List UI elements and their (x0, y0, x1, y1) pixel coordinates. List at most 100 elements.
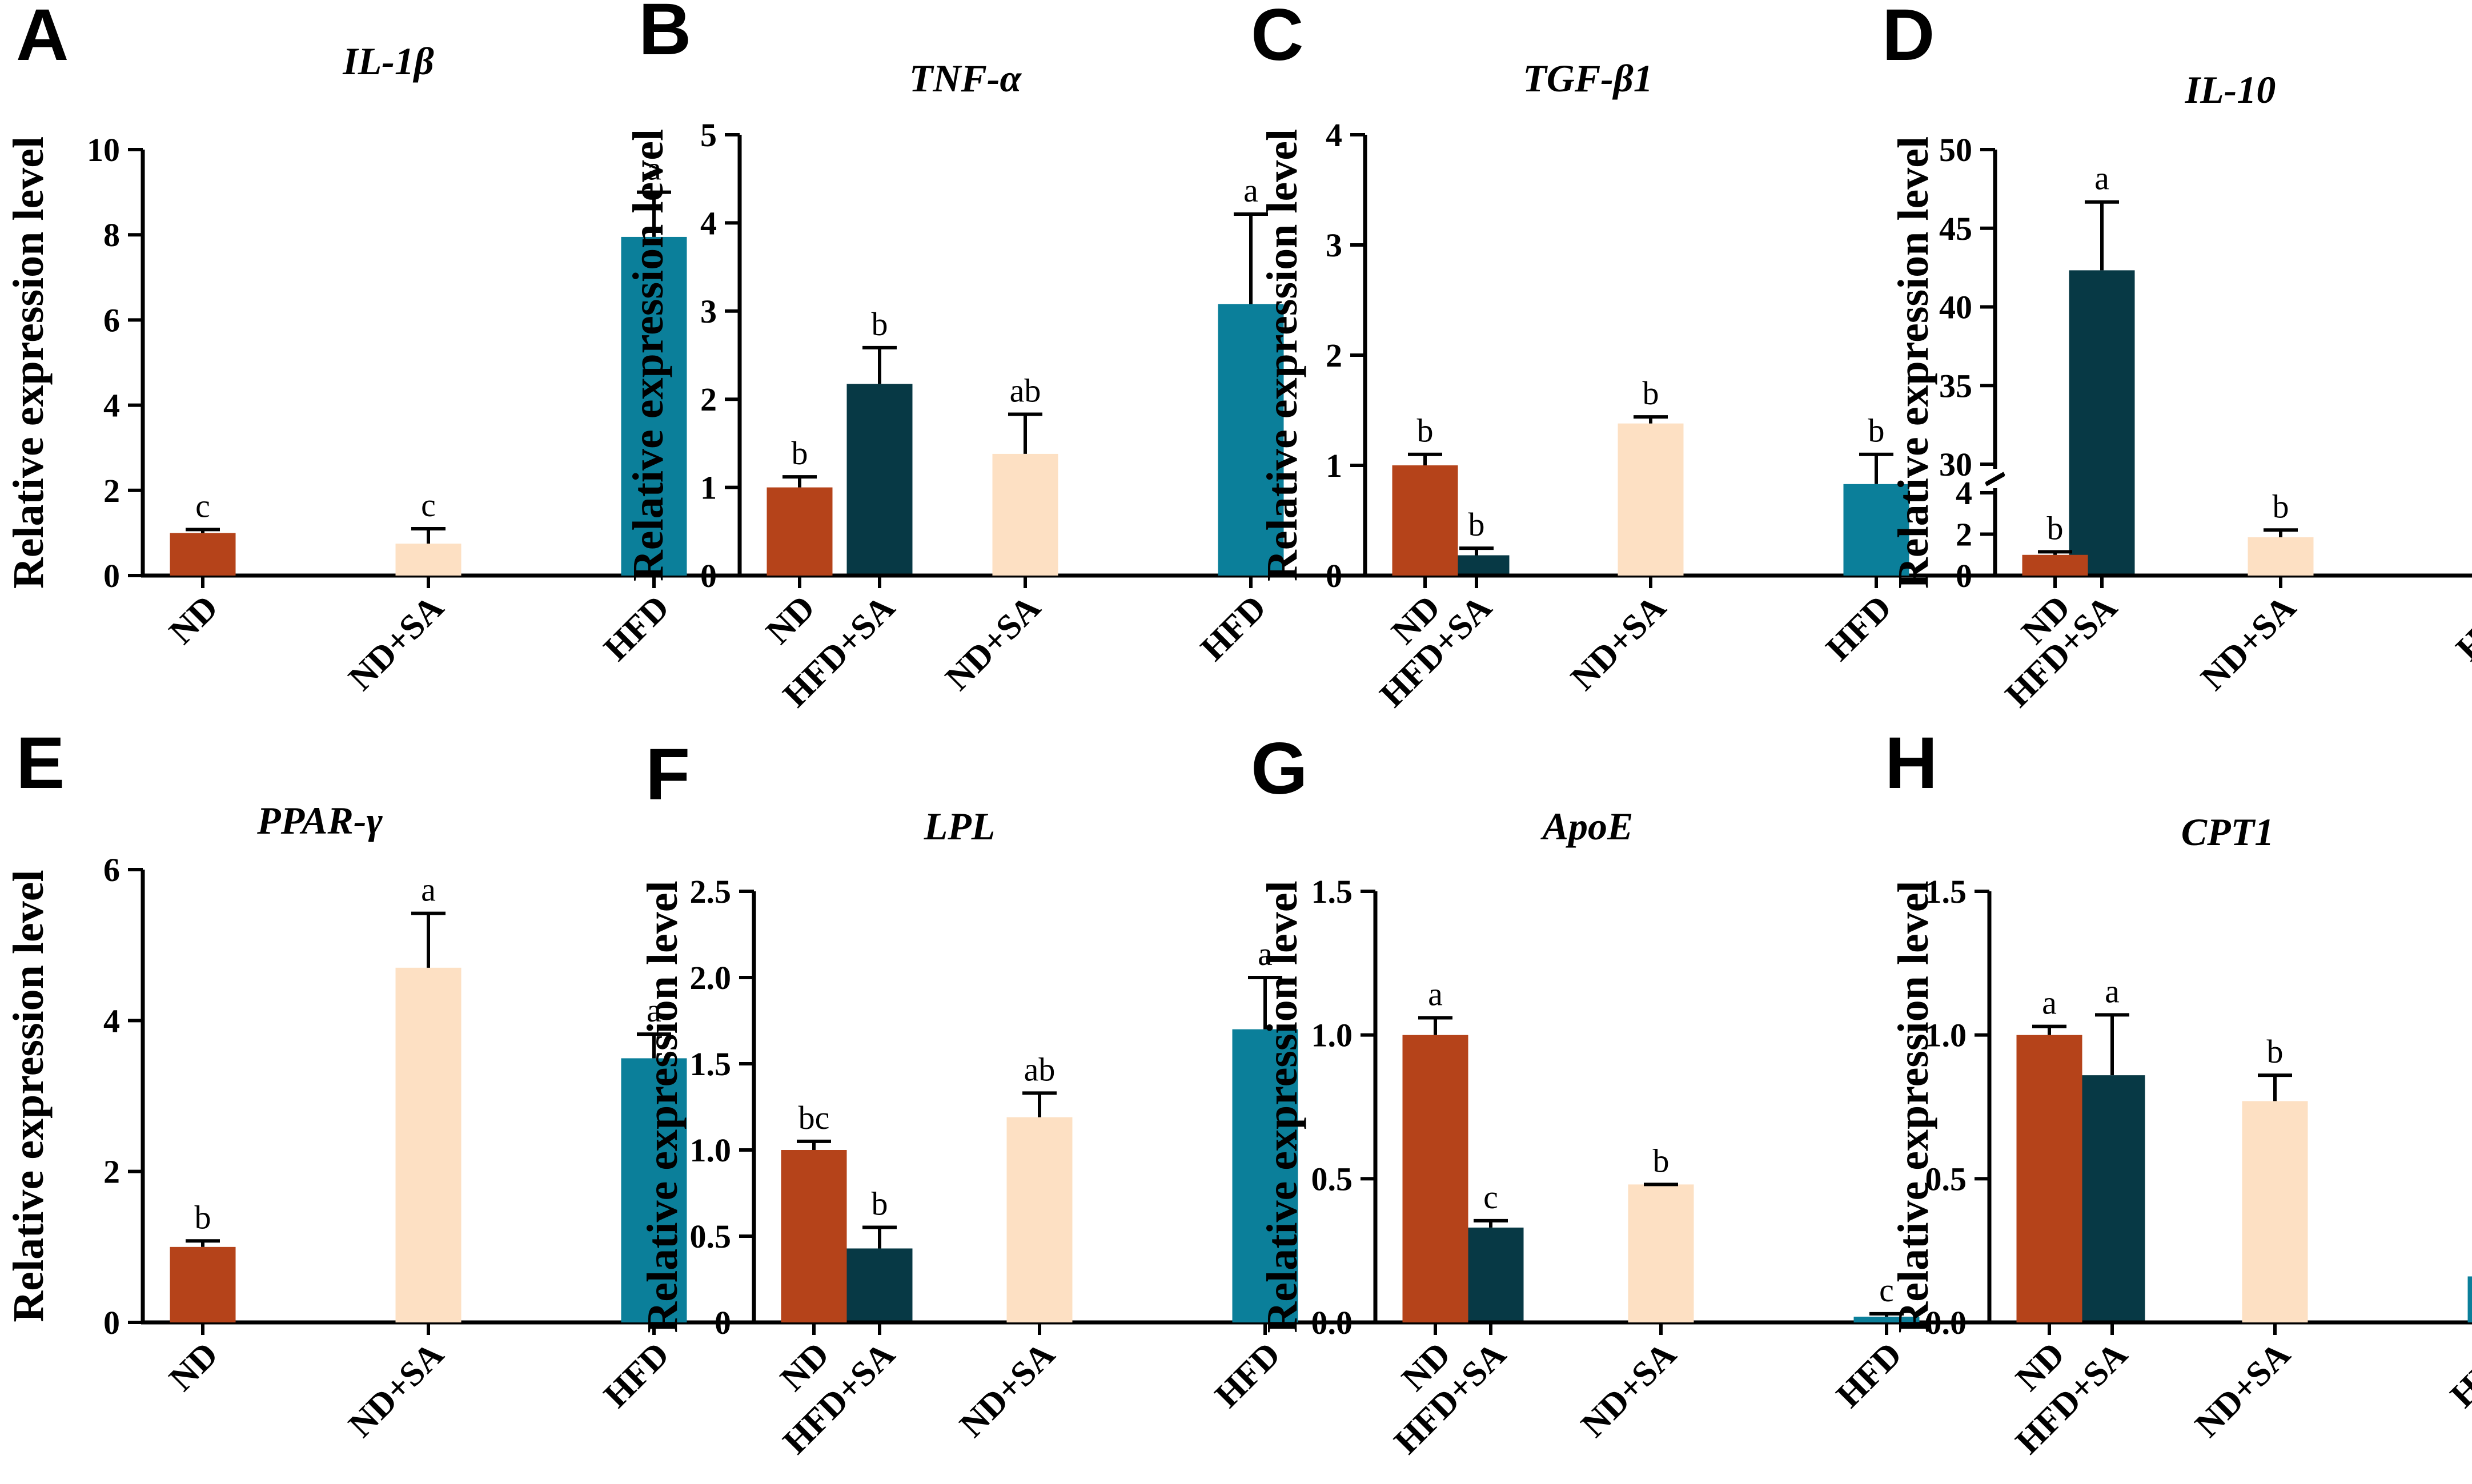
bar-HFD (621, 1058, 687, 1322)
significance-label: a (421, 871, 436, 908)
significance-label: ab (1024, 1051, 1056, 1088)
panel-letter: C (1251, 0, 1303, 76)
y-tick-label: 0 (1956, 557, 1972, 594)
significance-label: c (195, 487, 210, 524)
x-tick-label: HFD (1207, 1335, 1288, 1415)
significance-label: c (421, 486, 436, 524)
bar-HFD (1232, 1029, 1298, 1322)
y-tick-label: 6 (103, 301, 120, 339)
significance-label: a (1428, 975, 1443, 1012)
significance-label: c (1483, 1179, 1498, 1216)
significance-label: a (1258, 935, 1273, 972)
y-tick-label: 0.5 (1925, 1160, 1967, 1197)
y-tick-label: 2 (700, 381, 717, 418)
significance-label: b (1468, 506, 1485, 543)
chart-title: LPL (924, 805, 996, 848)
bar-HFD+SA (846, 384, 913, 576)
y-tick-label: 35 (1939, 367, 1972, 404)
chart-title: PPAR-γ (256, 799, 383, 842)
x-tick-label: ND+SA (2188, 1335, 2298, 1445)
y-tick-label: 2.5 (690, 873, 732, 910)
significance-label: a (2042, 984, 2057, 1021)
significance-label: bc (798, 1099, 830, 1136)
bar-ND+SA (395, 967, 462, 1322)
significance-label: b (872, 305, 888, 343)
bar-ND+SA (2248, 537, 2314, 576)
y-axis-label: Relative expression level (639, 880, 687, 1333)
x-tick-label: ND (759, 588, 822, 651)
y-tick-label: 1.5 (1311, 873, 1353, 910)
x-tick-label: HFD (1819, 588, 1899, 669)
y-tick-label: 50 (1939, 131, 1972, 168)
y-tick-label: 2 (1956, 516, 1972, 553)
y-tick-label: 3 (1326, 227, 1342, 264)
panel-letter: G (1251, 728, 1308, 810)
bar-ND+SA (1628, 1184, 1694, 1322)
x-tick-label: HFD (2443, 1335, 2472, 1415)
y-axis-label: Relative expression level (5, 136, 53, 589)
panel-letter: A (16, 0, 69, 76)
y-tick-label: 2 (103, 472, 120, 509)
y-tick-label: 1.0 (1311, 1017, 1353, 1054)
y-tick-label: 8 (103, 216, 120, 254)
y-tick-label: 0 (103, 1304, 120, 1341)
x-tick-label: ND+SA (1574, 1335, 1684, 1445)
y-tick-label: 0.5 (690, 1218, 732, 1255)
y-tick-label: 0.0 (1311, 1304, 1353, 1341)
panel-D: D IL-10 Relative expression level 0 2 430 35 40… (1882, 0, 2472, 698)
chart-title: TGF-β1 (1523, 57, 1652, 100)
y-tick-label: 2 (1326, 337, 1342, 374)
bar-ND+SA (2242, 1101, 2308, 1322)
y-axis-label: Relative expression level (1889, 880, 1937, 1333)
significance-label: b (195, 1199, 211, 1236)
y-tick-label: 4 (1326, 116, 1342, 154)
y-tick-label: 0.5 (1311, 1160, 1353, 1197)
y-tick-label: 2 (103, 1153, 120, 1191)
x-tick-label: HFD (596, 1335, 677, 1415)
bar-HFD+SA (846, 1248, 913, 1322)
y-tick-label: 1.5 (1925, 873, 1967, 910)
y-tick-label: 1.5 (690, 1045, 732, 1083)
chart-title: ApoE (1540, 805, 1634, 848)
y-tick-label: 1 (700, 469, 717, 506)
y-tick-label: 0 (1326, 557, 1342, 594)
significance-label: a (1243, 172, 1258, 209)
significance-label: b (872, 1185, 888, 1222)
x-tick-label: ND+SA (341, 588, 451, 698)
y-tick-label: 1.0 (690, 1132, 732, 1169)
bar-ND (767, 487, 833, 576)
bar-ND (1392, 465, 1458, 576)
x-tick-label: ND+SA (341, 1335, 451, 1445)
significance-label: c (1879, 1272, 1894, 1309)
y-tick-label: 1.0 (1925, 1017, 1967, 1054)
bar-ND (1402, 1035, 1468, 1322)
y-tick-label: 4 (700, 204, 717, 242)
x-tick-label: ND+SA (1563, 588, 1674, 698)
chart-title: IL-1β (342, 39, 434, 83)
y-tick-label: 45 (1939, 210, 1972, 247)
x-tick-label: HFD (1193, 588, 1274, 669)
bar-ND+SA (395, 544, 462, 576)
x-tick-label: ND (162, 588, 225, 651)
bar-HFD (2467, 1276, 2472, 1322)
x-tick-label: ND+SA (952, 1335, 1062, 1445)
y-tick-label: 0 (103, 557, 120, 594)
significance-label: ab (1010, 372, 1041, 409)
y-tick-label: 40 (1939, 289, 1972, 326)
bar-ND (2016, 1035, 2082, 1322)
significance-label: b (1653, 1142, 1670, 1179)
bar-ND (170, 533, 236, 576)
y-tick-label: 0 (715, 1304, 731, 1341)
significance-label: a (2105, 972, 2120, 1010)
bar-HFD (1853, 1316, 1920, 1322)
significance-label: b (2273, 488, 2289, 525)
x-tick-label: ND+SA (2193, 588, 2304, 698)
x-tick-label: ND (162, 1335, 225, 1398)
bar-ND+SA (1006, 1117, 1073, 1322)
x-tick-label: ND+SA (938, 588, 1048, 698)
y-tick-label: 1 (1326, 447, 1342, 484)
y-tick-label: 4 (103, 1002, 120, 1039)
y-axis-label: Relative expression level (1258, 880, 1306, 1333)
y-tick-label: 10 (87, 131, 120, 168)
